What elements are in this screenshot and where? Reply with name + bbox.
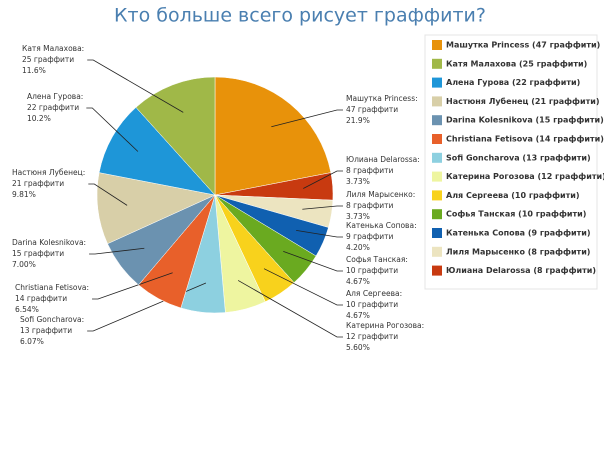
slice-label-name: Софья Танская: <box>346 255 408 264</box>
slice-label-value: 8 граффити <box>346 166 394 175</box>
legend-label: Лиля Марысенко (8 граффити) <box>446 247 590 256</box>
legend-label: Darina Kolesnikova (15 граффити) <box>446 116 604 125</box>
slice-label-name: Аля Сергеева: <box>346 289 402 298</box>
leader-line <box>302 205 343 210</box>
leader-line <box>92 272 173 300</box>
legend-label: Катерина Рогозова (12 граффити) <box>446 172 604 181</box>
legend-swatch <box>432 115 442 126</box>
legend-label: Sofi Goncharova (13 граффити) <box>446 153 591 162</box>
slice-label-value: 8 граффити <box>346 201 394 210</box>
slice-label-value: 10 граффити <box>346 300 398 309</box>
slice-label-value: 25 граффити <box>22 55 74 64</box>
legend-label: Настюня Лубенец (21 граффити) <box>446 96 600 106</box>
slice-label-name: Алена Гурова: <box>27 92 83 101</box>
slice-label-percent: 9.81% <box>12 190 36 199</box>
legend-swatch <box>432 228 442 238</box>
legend-swatch <box>432 152 442 163</box>
slice-label-percent: 4.67% <box>346 311 370 320</box>
legend-label: Christiana Fetisova (14 граффити) <box>446 135 604 144</box>
pie-slice <box>135 76 216 196</box>
pie-slice <box>96 172 216 245</box>
leader-line <box>303 170 343 189</box>
slice-label-name: Настюня Лубенец: <box>12 168 85 177</box>
legend-swatch <box>432 171 442 182</box>
slice-label-percent: 5.60% <box>346 343 370 352</box>
legend-swatch <box>432 190 442 201</box>
legend-swatch <box>432 265 442 276</box>
slice-label-percent: 10.2% <box>27 114 51 123</box>
slice-label-value: 14 граффити <box>15 294 67 303</box>
slice-label-name: Юлиана Delarossa: <box>346 155 420 164</box>
leader-line <box>263 268 343 306</box>
legend-label: Катенька Сопова (9 граффити) <box>446 229 591 238</box>
chart-title: Кто больше всего рисует граффити? <box>114 5 486 27</box>
slice-label-percent: 11.6% <box>22 66 46 75</box>
legend-swatch <box>432 77 442 88</box>
legend-swatch <box>432 134 442 144</box>
legend-swatch <box>432 96 442 107</box>
slice-label-name: Sofi Goncharova: <box>20 315 84 324</box>
slice-label-value: 13 граффити <box>20 326 72 335</box>
slice-label-value: 22 граффити <box>27 103 79 112</box>
slice-label-value: 9 граффити <box>346 232 394 241</box>
legend-swatch <box>432 58 442 69</box>
slice-label-percent: 4.67% <box>346 277 370 286</box>
leader-line <box>88 183 128 206</box>
leader-line <box>271 109 343 128</box>
slice-label-percent: 21.9% <box>346 116 370 125</box>
legend-swatch <box>432 40 442 50</box>
legend-swatch <box>432 246 442 257</box>
slice-label-name: Darina Kolesnikova: <box>12 238 86 247</box>
leader-line <box>89 247 145 255</box>
slice-label-name: Катя Малахова: <box>22 44 84 53</box>
legend-frame <box>424 34 598 290</box>
legend-label: Софья Танская (10 граффити) <box>446 210 586 219</box>
slice-label-value: 15 граффити <box>12 249 64 258</box>
slice-label-name: Катенька Сопова: <box>346 221 417 230</box>
leader-line <box>237 280 343 338</box>
pie-slice <box>98 107 216 196</box>
leader-line <box>296 229 343 238</box>
slice-label-value: 12 граффити <box>346 332 398 341</box>
legend-swatch <box>432 209 442 220</box>
slice-label-value: 10 граффити <box>346 266 398 275</box>
slice-label-percent: 7.00% <box>12 260 36 269</box>
pie-slice <box>214 76 332 196</box>
legend-label: Аля Сергеева (10 граффити) <box>446 191 580 200</box>
slice-label-percent: 3.73% <box>346 177 370 186</box>
slice-label-value: 21 граффити <box>12 179 64 188</box>
slice-label-percent: 3.73% <box>346 212 370 221</box>
slice-label-percent: 6.54% <box>15 305 39 314</box>
slice-label-percent: 4.20% <box>346 243 370 252</box>
leader-line <box>87 59 184 113</box>
slice-label-name: Катерина Рогозова: <box>346 321 424 330</box>
slice-label-name: Машутка Princess: <box>346 94 418 103</box>
legend-label: Алена Гурова (22 граффити) <box>446 78 580 87</box>
slice-label-value: 47 граффити <box>346 105 398 114</box>
legend-label: Машутка Princess (47 граффити) <box>446 41 600 50</box>
legend-label: Юлиана Delarossa (8 граффити) <box>446 266 596 275</box>
slice-label-percent: 6.07% <box>20 337 44 346</box>
leader-line <box>86 107 139 152</box>
slice-label-name: Christiana Fetisova: <box>15 283 89 292</box>
legend-label: Катя Малахова (25 граффити) <box>446 59 587 68</box>
leader-line <box>283 250 343 272</box>
slice-label-name: Лиля Марысенко: <box>346 190 415 199</box>
